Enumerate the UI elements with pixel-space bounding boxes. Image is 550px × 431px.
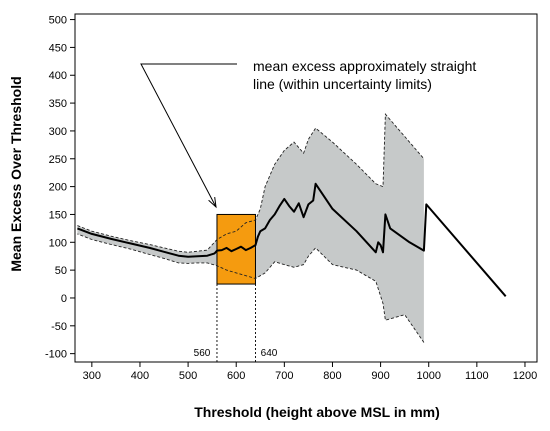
uncertainty-bounds — [77, 113, 425, 343]
x-tick-label: 800 — [323, 370, 341, 382]
y-tick-label: 300 — [49, 126, 67, 138]
annotation-arrowhead — [208, 197, 217, 209]
x-tick-label: 500 — [179, 370, 197, 382]
annotation-line-2: line (within uncertainty limits) — [253, 76, 432, 92]
y-tick-label: 200 — [49, 182, 67, 194]
y-tick-label: 50 — [55, 265, 67, 277]
y-tick-label: 0 — [61, 293, 67, 305]
annotation-arrow — [140, 63, 237, 208]
lower-bound-line — [77, 233, 425, 343]
x-axis-title: Threshold (height above MSL in mm) — [194, 404, 440, 420]
y-axis-title: Mean Excess Over Threshold — [8, 76, 24, 271]
x-tick-label: 1200 — [513, 370, 537, 382]
x-tick-label: 700 — [275, 370, 293, 382]
y-tick-label: 500 — [49, 15, 67, 27]
y-tick-label: -100 — [45, 349, 67, 361]
x-tick-label: 600 — [227, 370, 245, 382]
plot-frame — [74, 13, 538, 363]
y-tick-label: 400 — [49, 70, 67, 82]
x-tick-label: 400 — [131, 370, 149, 382]
mean-excess-line — [77, 182, 507, 297]
x-tick-label: 1100 — [465, 370, 489, 382]
tick-labels: 300 400 500 600 700 800 900 1000 1100 1200-100-50… — [45, 15, 537, 382]
y-tick-label: 150 — [49, 209, 67, 221]
highlight-left-label: 560 — [194, 348, 211, 359]
x-tick-label: 900 — [371, 370, 389, 382]
upper-bound-line — [77, 113, 425, 253]
annotation-line-1: mean excess approximately straight — [253, 58, 476, 74]
y-tick-label: 250 — [49, 154, 67, 166]
x-tick-label: 300 — [83, 370, 101, 382]
highlight-region — [216, 213, 256, 362]
y-tick-label: 450 — [49, 42, 67, 54]
highlight-right-label: 640 — [261, 348, 278, 359]
y-tick-label: 350 — [49, 98, 67, 110]
x-tick-label: 1000 — [416, 370, 440, 382]
y-tick-label: 100 — [49, 237, 67, 249]
axes — [70, 13, 538, 367]
y-tick-label: -50 — [51, 321, 67, 333]
mean-excess-series — [77, 182, 507, 297]
